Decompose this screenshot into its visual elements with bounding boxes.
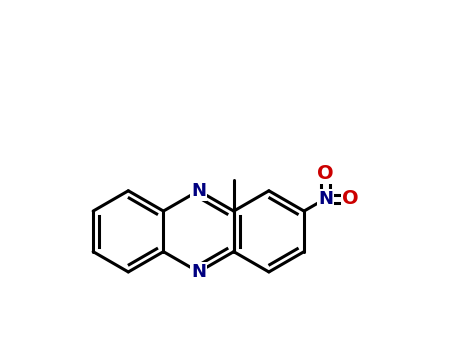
Text: O: O — [342, 189, 359, 208]
Text: N: N — [318, 190, 333, 208]
Text: O: O — [317, 164, 334, 183]
Text: N: N — [191, 182, 206, 200]
Text: N: N — [191, 263, 206, 281]
